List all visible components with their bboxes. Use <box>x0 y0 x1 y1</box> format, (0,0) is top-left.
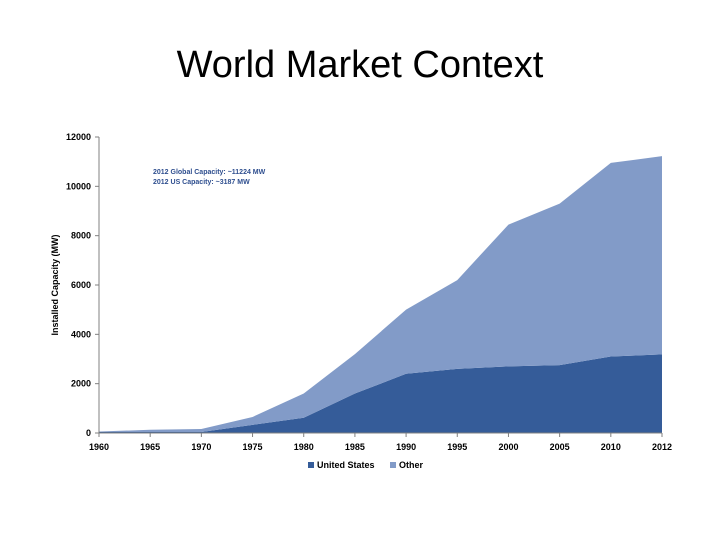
legend: United States Other <box>308 460 424 470</box>
legend-swatch <box>308 462 314 468</box>
series-layer <box>99 156 662 433</box>
series-area-other <box>99 156 662 433</box>
y-tick-label: 6000 <box>71 280 91 290</box>
x-tick-label: 1990 <box>396 442 416 452</box>
y-axis-label: Installed Capacity (MW) <box>50 234 60 335</box>
annotation-text: 2012 US Capacity: ~3187 MW <box>153 179 250 186</box>
x-tick-label: 1995 <box>447 442 467 452</box>
x-tick-label: 1985 <box>345 442 365 452</box>
x-tick-label: 1980 <box>294 442 314 452</box>
x-tick-label: 2005 <box>550 442 570 452</box>
y-tick-label: 0 <box>86 428 91 438</box>
slide-title: World Market Context <box>176 44 544 86</box>
x-tick-label: 1975 <box>243 442 263 452</box>
x-tick-label: 2000 <box>498 442 518 452</box>
series-area-united-states <box>99 354 662 433</box>
x-tick-label: 2012 <box>652 442 672 452</box>
y-tick-label: 10000 <box>66 181 91 191</box>
x-tick-label: 2010 <box>601 442 621 452</box>
y-tick-label: 4000 <box>71 329 91 339</box>
legend-label: Other <box>399 460 424 470</box>
y-tick-label: 12000 <box>66 132 91 142</box>
axes-layer: 0 2000 4000 6000 8000 10000 12000 1960 1965 1970 1… <box>50 132 672 452</box>
legend-swatch <box>390 462 396 468</box>
x-tick-label: 1960 <box>89 442 109 452</box>
y-tick-label: 8000 <box>71 231 91 241</box>
x-tick-label: 1970 <box>191 442 211 452</box>
annotation-layer: 2012 Global Capacity: ~11224 MW 2012 US C… <box>153 169 266 186</box>
annotation-text: 2012 Global Capacity: ~11224 MW <box>153 169 266 176</box>
y-tick-label: 2000 <box>71 379 91 389</box>
x-tick-label: 1965 <box>140 442 160 452</box>
legend-label: United States <box>317 460 375 470</box>
